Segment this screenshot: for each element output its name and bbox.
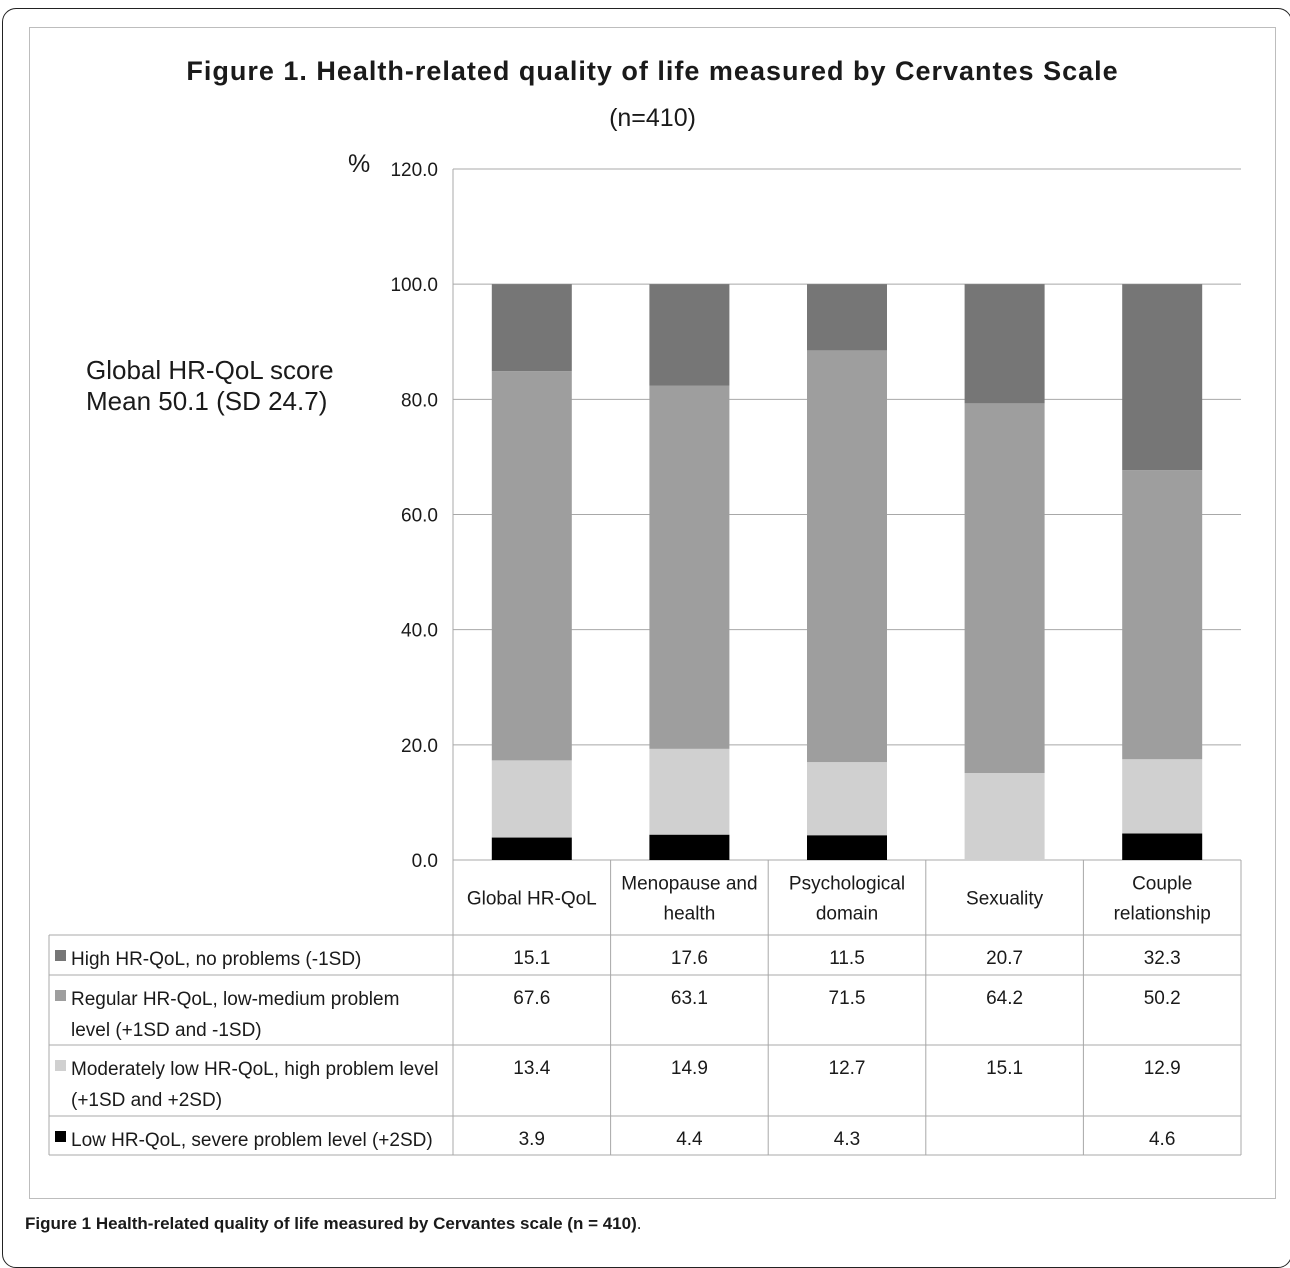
x-category-label: Global HR-QoL (467, 889, 597, 910)
x-category-label: Psychological (789, 874, 905, 895)
legend-swatch (55, 1060, 66, 1071)
stacked-bar-chart: 0.0 20.0 40.0 60.0 80.0 100.0 120.0 Global HR-Q… (48, 160, 1242, 1156)
x-category-label: health (664, 904, 716, 925)
bar-segment (491, 837, 572, 860)
bar-segment (807, 284, 887, 351)
data-label: 15.1 (986, 1058, 1023, 1079)
y-tick-label: 80.0 (401, 390, 438, 411)
bar-segment (964, 773, 1045, 860)
data-label: 14.9 (671, 1058, 708, 1079)
bar-segment (649, 385, 730, 749)
data-label: 17.6 (671, 948, 708, 969)
data-label: 11.5 (829, 948, 865, 969)
bar-segment (1122, 470, 1203, 760)
caption-rest: . (636, 1214, 642, 1233)
bar-segment (1122, 284, 1203, 471)
legend-swatch (55, 950, 66, 961)
bar-segment (807, 350, 887, 763)
y-tick-label: 0.0 (412, 851, 438, 872)
caption-bold: Figure 1 Health-related quality of life … (25, 1214, 637, 1233)
y-axis-unit: % (348, 150, 371, 178)
x-category-label: domain (816, 904, 878, 925)
data-label: 13.4 (513, 1058, 550, 1079)
bar-segment (964, 284, 1045, 404)
bar-segment (1122, 833, 1203, 860)
x-category-label: relationship (1114, 904, 1211, 925)
y-tick-label: 100.0 (390, 275, 438, 296)
data-label: 71.5 (829, 988, 866, 1009)
bar-segment (807, 835, 887, 860)
data-label: 20.7 (986, 948, 1023, 969)
y-tick-label: 20.0 (401, 736, 438, 757)
y-tick-label: 120.0 (390, 160, 438, 181)
legend-label: High HR-QoL, no problems (-1SD) (71, 949, 361, 970)
legend-label: level (+1SD and -1SD) (71, 1020, 262, 1041)
data-label: 63.1 (671, 988, 708, 1009)
data-label: 4.4 (676, 1129, 703, 1150)
bar-segment (649, 748, 730, 835)
data-label: 4.3 (834, 1129, 860, 1150)
figure-frame (29, 27, 1276, 1199)
y-tick-label: 40.0 (401, 621, 438, 642)
x-category-label: Sexuality (966, 889, 1044, 910)
chart-subtitle: (n=410) (609, 104, 696, 132)
legend-label: Moderately low HR-QoL, high problem leve… (71, 1059, 439, 1080)
data-label: 4.6 (1149, 1129, 1175, 1150)
data-label: 12.9 (1144, 1058, 1181, 1079)
legend-swatch (55, 990, 66, 1001)
bar-segment (491, 371, 572, 761)
bar-segment (649, 284, 730, 386)
bar-segment (491, 284, 572, 372)
legend-swatch (55, 1131, 66, 1142)
chart-title: Figure 1. Health-related quality of life… (186, 56, 1119, 86)
bar-segment (491, 760, 572, 838)
data-label: 12.7 (829, 1058, 866, 1079)
data-label: 3.9 (519, 1129, 545, 1150)
data-label: 67.6 (513, 988, 550, 1009)
bar-segment (649, 834, 730, 860)
figure-caption: Figure 1 Health-related quality of life … (25, 1214, 641, 1234)
annotation-score-mean: Mean 50.1 (SD 24.7) (86, 386, 328, 416)
legend-label: (+1SD and +2SD) (71, 1090, 222, 1111)
data-label: 64.2 (986, 988, 1023, 1009)
bar-segment (1122, 759, 1203, 834)
bar-segment (807, 762, 887, 836)
annotation-score-label: Global HR-QoL score (86, 355, 334, 385)
legend-label: Regular HR-QoL, low-medium problem (71, 989, 399, 1010)
legend-label: Low HR-QoL, severe problem level (+2SD) (71, 1130, 433, 1151)
x-category-label: Couple (1132, 874, 1192, 895)
bar-segment (964, 403, 1045, 774)
y-tick-label: 60.0 (401, 506, 438, 527)
data-label: 32.3 (1144, 948, 1181, 969)
data-label: 50.2 (1144, 988, 1181, 1009)
x-category-label: Menopause and (621, 874, 757, 895)
data-label: 15.1 (513, 948, 550, 969)
